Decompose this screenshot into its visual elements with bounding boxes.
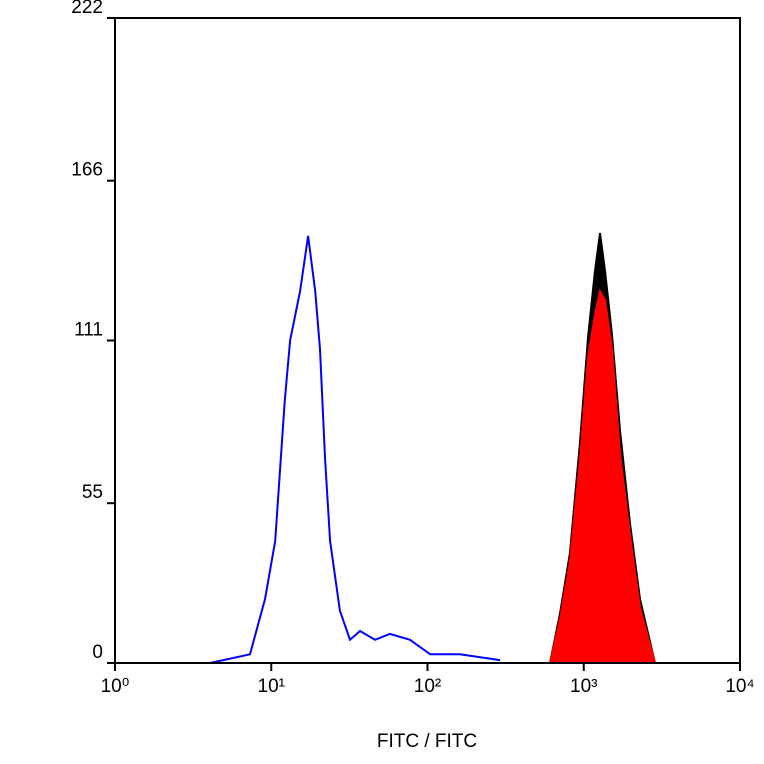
y-tick-label: 55: [82, 482, 103, 503]
y-tick-label: 0: [92, 642, 103, 663]
x-tick-label: 10¹: [258, 676, 285, 697]
x-tick-label: 10³: [570, 676, 597, 697]
histogram-line: [209, 235, 501, 664]
x-tick-label: 10⁰: [101, 676, 130, 697]
y-tick-label: 222: [71, 0, 103, 18]
x-axis-label: FITC / FITC: [377, 731, 477, 752]
y-tick-label: 166: [71, 160, 103, 181]
plot-frame: [114, 17, 741, 664]
x-tick-label: 10²: [414, 676, 441, 697]
histogram-area: [548, 288, 657, 664]
x-tick-label: 10⁴: [725, 676, 754, 697]
y-tick-label: 111: [74, 320, 103, 341]
